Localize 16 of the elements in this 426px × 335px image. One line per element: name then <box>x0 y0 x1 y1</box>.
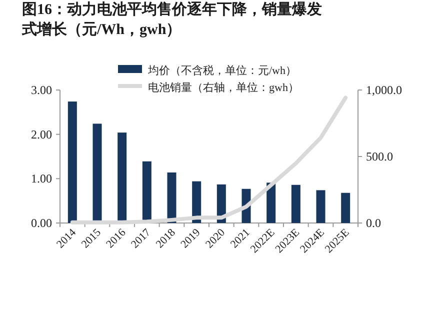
y-tick-label: 2.00 <box>31 127 52 142</box>
y2-tick-label: 500.0 <box>366 150 393 164</box>
y2-tick-label: 1,000.0 <box>366 83 402 97</box>
legend-label: 均价（不含税，单位：元/wh） <box>147 64 296 77</box>
bar <box>341 192 350 223</box>
title: 图16：动力电池平均售价逐年下降，销量爆发式增长（元/Wh，gwh） <box>22 2 322 38</box>
y2-tick-label: 0.0 <box>366 216 381 230</box>
bar <box>291 184 300 223</box>
y-tick-label: 0.00 <box>31 216 52 230</box>
bar <box>167 172 176 223</box>
legend-label: 电池销量（右轴，单位：gwh） <box>148 81 299 94</box>
bar <box>192 181 202 223</box>
y-tick-label: 3.00 <box>31 83 52 97</box>
bar <box>316 190 326 223</box>
y-tick-label: 1.00 <box>31 172 52 186</box>
bar <box>68 102 77 223</box>
